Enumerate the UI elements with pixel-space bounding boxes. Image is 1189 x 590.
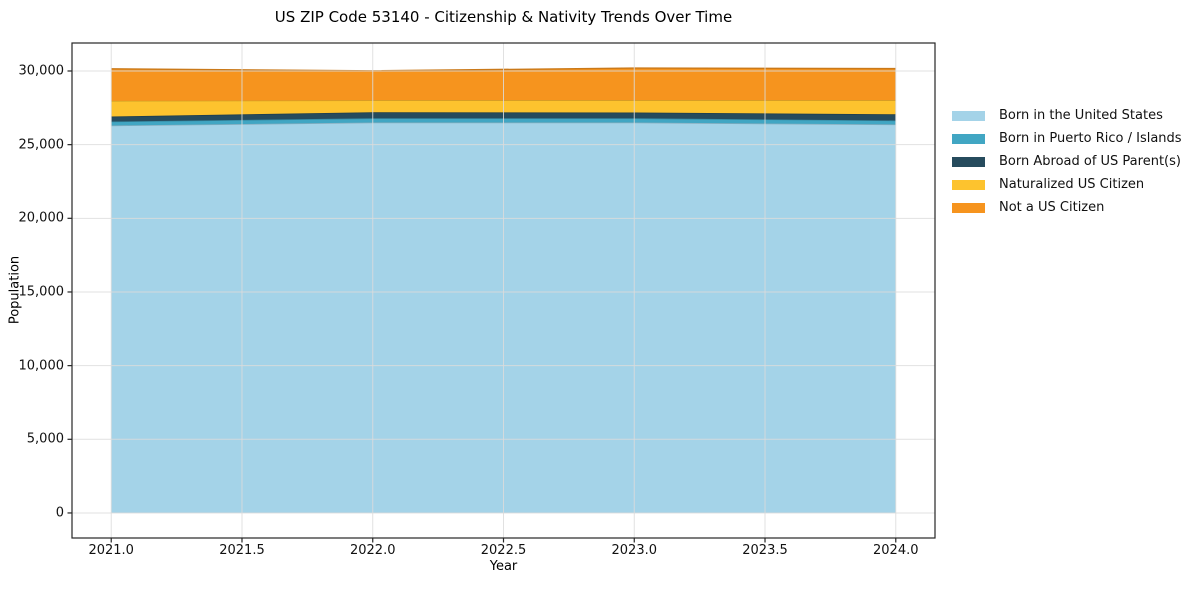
y-tick-label: 0 <box>55 505 64 521</box>
legend-swatch-icon <box>952 156 985 167</box>
x-tick-label: 2024.0 <box>873 543 919 558</box>
y-tick-label: 25,000 <box>18 137 65 153</box>
legend-label: Not a US Citizen <box>999 200 1105 215</box>
y-tick-label: 20,000 <box>18 210 65 226</box>
x-tick-label: 2021.0 <box>88 543 134 558</box>
y-tick-label: 30,000 <box>18 63 65 79</box>
legend-swatch-icon <box>952 133 985 144</box>
legend-label: Born in the United States <box>999 108 1163 123</box>
legend-item: Born in the United States <box>952 104 1182 127</box>
y-tick-label: 10,000 <box>18 358 65 374</box>
x-tick-label: 2022.0 <box>349 543 396 558</box>
legend: Born in the United States Born in Puerto … <box>952 104 1182 219</box>
x-tick-label: 2023.5 <box>742 543 788 558</box>
legend-item: Naturalized US Citizen <box>952 173 1182 196</box>
legend-item: Born Abroad of US Parent(s) <box>952 150 1182 173</box>
x-tick-label: 2021.5 <box>219 543 265 558</box>
y-tick-label: 15,000 <box>18 284 65 300</box>
legend-label: Naturalized US Citizen <box>999 177 1145 192</box>
x-axis-label: Year <box>489 559 518 574</box>
legend-swatch-icon <box>952 179 985 190</box>
legend-label: Born in Puerto Rico / Islands <box>999 131 1182 146</box>
chart-title: US ZIP Code 53140 - Citizenship & Nativi… <box>274 8 733 26</box>
legend-label: Born Abroad of US Parent(s) <box>999 154 1181 169</box>
legend-item: Born in Puerto Rico / Islands <box>952 127 1182 150</box>
legend-item: Not a US Citizen <box>952 196 1182 219</box>
y-tick-label: 5,000 <box>26 431 64 447</box>
x-tick-label: 2022.5 <box>480 543 527 558</box>
legend-swatch-icon <box>952 110 985 121</box>
legend-swatch-icon <box>952 202 985 213</box>
x-tick-label: 2023.0 <box>611 543 658 558</box>
